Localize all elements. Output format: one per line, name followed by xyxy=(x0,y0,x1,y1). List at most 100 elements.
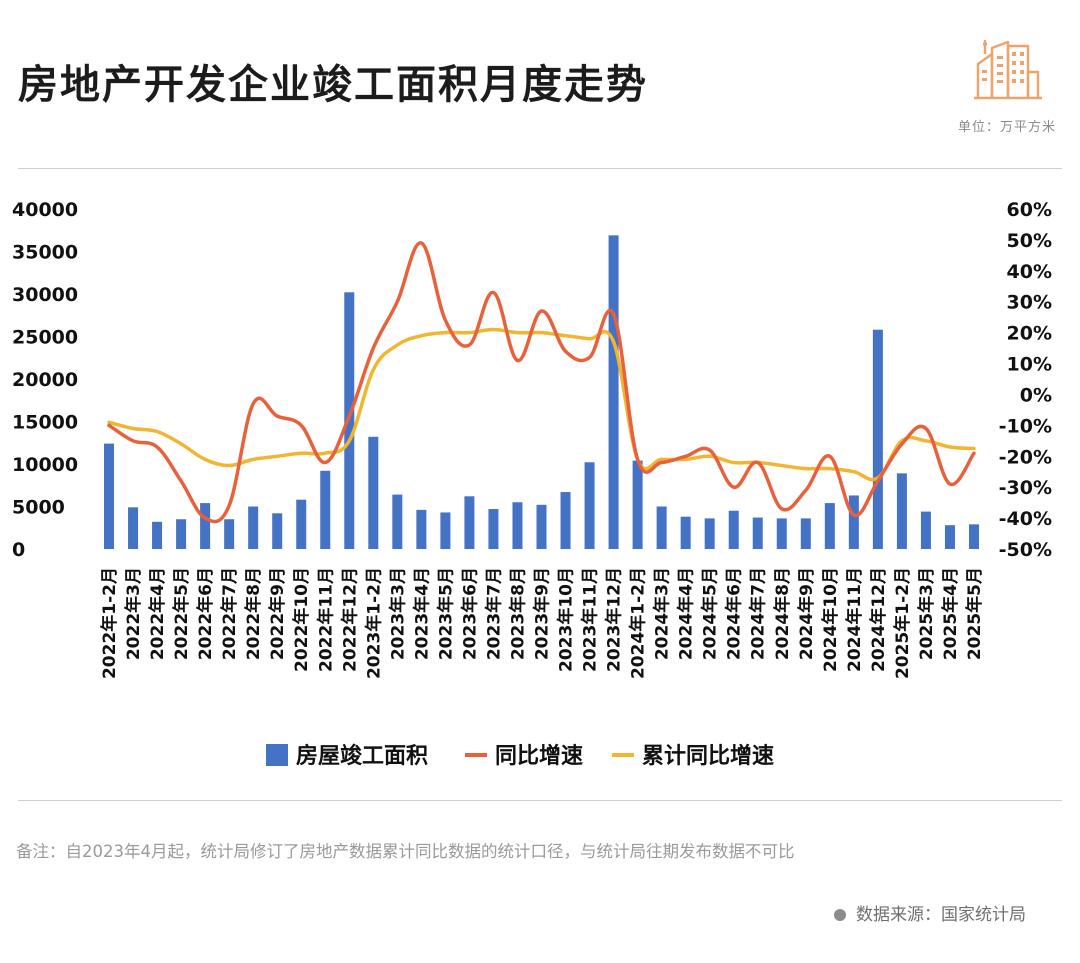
left-tick-label: 25000 xyxy=(12,327,78,349)
bar-2022年8月 xyxy=(248,506,259,549)
x-tick-label: 2022年3月 xyxy=(123,567,144,660)
left-tick-label: 40000 xyxy=(12,199,78,221)
city-buildings-icon xyxy=(974,40,1042,100)
x-tick-label: 2025年5月 xyxy=(964,567,985,660)
chart: 0 5000 10000 15000 20000 25000 30000 35000 40000… xyxy=(12,199,1052,769)
bar-2024年10月 xyxy=(824,503,835,549)
right-tick-label: 30% xyxy=(1007,292,1052,314)
left-tick-label: 15000 xyxy=(12,412,78,434)
bar-2024年4月 xyxy=(680,516,691,549)
bar-2024年3月 xyxy=(656,506,667,549)
bar-2023年3月 xyxy=(392,494,403,549)
x-tick-label: 2023年3月 xyxy=(387,567,408,660)
page-title: 房地产开发企业竣工面积月度走势 xyxy=(18,62,648,108)
bar-2024年5月 xyxy=(704,518,715,549)
x-tick-label: 2022年1-2月 xyxy=(99,567,120,679)
bullet-icon xyxy=(834,909,846,921)
bar-2023年4月 xyxy=(416,509,427,549)
left-tick-label: 10000 xyxy=(12,454,78,476)
x-tick-label: 2023年8月 xyxy=(507,567,528,660)
legend-label: 房屋竣工面积 xyxy=(296,743,428,769)
bar-2023年7月 xyxy=(488,509,499,549)
x-tick-label: 2024年1-2月 xyxy=(628,567,649,679)
bar-2023年1-2月 xyxy=(368,436,379,549)
left-tick-label: 30000 xyxy=(12,284,78,306)
bar-2023年5月 xyxy=(440,512,451,549)
left-tick-label: 20000 xyxy=(12,369,78,391)
bar-2024年7月 xyxy=(752,517,763,549)
data-source: 数据来源：国家统计局 xyxy=(834,900,1026,925)
legend-label: 累计同比增速 xyxy=(642,743,774,769)
bar-2025年4月 xyxy=(944,525,955,549)
line-累计同比增速 xyxy=(107,327,976,482)
x-tick-label: 2024年6月 xyxy=(724,567,745,660)
x-tick-label: 2023年10月 xyxy=(556,567,577,672)
right-tick-label: 10% xyxy=(1007,354,1052,376)
x-tick-label: 2022年10月 xyxy=(291,567,312,672)
bar-2023年12月 xyxy=(608,235,619,549)
unit-label: 单位：万平方米 xyxy=(957,120,1056,135)
bar-2022年6月 xyxy=(200,503,211,549)
x-tick-label: 2022年5月 xyxy=(171,567,192,660)
x-tick-label: 2022年7月 xyxy=(219,567,240,660)
x-tick-label: 2022年4月 xyxy=(147,567,168,660)
x-tick-label: 2022年11月 xyxy=(315,567,336,672)
legend-swatch xyxy=(266,744,288,766)
x-tick-label: 2024年7月 xyxy=(748,567,769,660)
right-tick-label: 50% xyxy=(1007,230,1052,252)
x-tick-label: 2023年9月 xyxy=(532,567,553,660)
x-tick-label: 2023年12月 xyxy=(604,567,625,672)
left-tick-label: 0 xyxy=(12,539,25,561)
x-tick-label: 2024年3月 xyxy=(652,567,673,660)
bar-2022年9月 xyxy=(272,513,283,549)
bar-2022年1-2月 xyxy=(104,443,115,549)
x-tick-label: 2023年4月 xyxy=(411,567,432,660)
x-tick-label: 2024年9月 xyxy=(796,567,817,660)
x-tick-label: 2023年5月 xyxy=(435,567,456,660)
right-tick-label: -50% xyxy=(999,539,1052,561)
bar-2022年11月 xyxy=(320,470,331,549)
right-tick-label: 0% xyxy=(1020,384,1052,406)
bar-2022年3月 xyxy=(128,507,139,549)
x-tick-label: 2023年7月 xyxy=(483,567,504,660)
x-tick-label: 2024年12月 xyxy=(868,567,889,672)
x-tick-label: 2023年6月 xyxy=(459,567,480,660)
right-tick-label: 60% xyxy=(1007,199,1052,221)
x-tick-label: 2024年8月 xyxy=(772,567,793,660)
data-source-text: 数据来源：国家统计局 xyxy=(856,905,1026,925)
bar-2023年8月 xyxy=(512,502,523,549)
x-tick-label: 2022年6月 xyxy=(195,567,216,660)
x-tick-label: 2022年8月 xyxy=(243,567,264,660)
bar-2024年9月 xyxy=(800,518,811,549)
bar-2024年11月 xyxy=(848,495,859,549)
bar-2024年6月 xyxy=(728,510,739,549)
x-tick-label: 2022年12月 xyxy=(339,567,360,672)
left-tick-label: 5000 xyxy=(12,497,65,519)
top-divider xyxy=(18,168,1062,169)
bar-2024年8月 xyxy=(776,518,787,549)
left-tick-label: 35000 xyxy=(12,242,78,264)
bar-2022年10月 xyxy=(296,499,307,549)
bar-2023年11月 xyxy=(584,462,595,549)
bar-2024年12月 xyxy=(872,329,883,549)
bar-2023年6月 xyxy=(464,496,475,549)
x-tick-label: 2022年9月 xyxy=(267,567,288,660)
right-tick-label: -40% xyxy=(999,508,1052,530)
right-tick-label: -20% xyxy=(999,446,1052,468)
x-tick-label: 2024年10月 xyxy=(820,567,841,672)
x-tick-label: 2023年1-2月 xyxy=(363,567,384,679)
right-tick-label: 40% xyxy=(1007,261,1052,283)
x-tick-label: 2024年11月 xyxy=(844,567,865,672)
line-同比增速 xyxy=(107,241,976,524)
x-tick-label: 2024年5月 xyxy=(700,567,721,660)
legend-label: 同比增速 xyxy=(495,743,583,769)
x-tick-label: 2025年4月 xyxy=(940,567,961,660)
bottom-divider xyxy=(18,800,1062,801)
x-tick-label: 2025年1-2月 xyxy=(892,567,913,679)
bar-2024年1-2月 xyxy=(632,460,643,549)
right-tick-label: 20% xyxy=(1007,323,1052,345)
bar-2022年4月 xyxy=(152,521,163,549)
bar-2022年5月 xyxy=(176,519,187,549)
footnote: 备注：自2023年4月起，统计局修订了房地产数据累计同比数据的统计口径，与统计局… xyxy=(16,842,795,861)
right-tick-label: -10% xyxy=(999,415,1052,437)
